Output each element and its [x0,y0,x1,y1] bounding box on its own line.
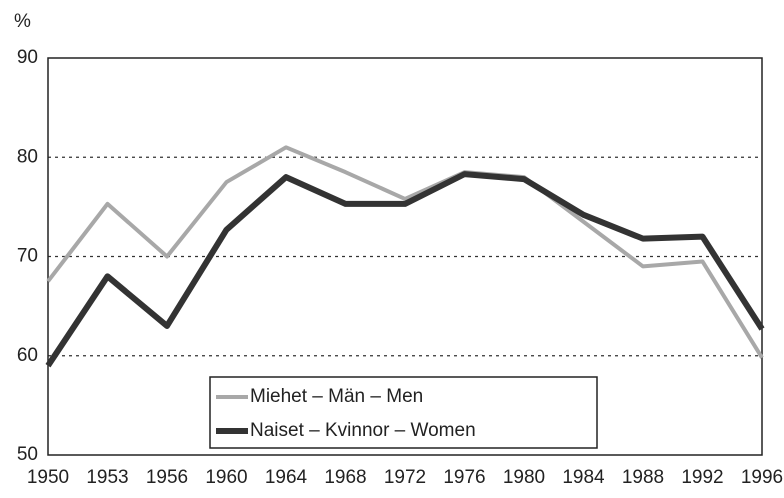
legend-label: Naiset – Kvinnor – Women [250,420,476,441]
plot-frame [47,57,763,456]
x-tick-label: 1968 [324,467,366,488]
x-tick-label: 1992 [681,467,723,488]
y-tick-label: 50 [17,444,38,465]
x-tick-label: 1960 [205,467,247,488]
x-tick-label: 1988 [622,467,664,488]
x-tick-label: 1996 [741,467,783,488]
x-tick-label: 1950 [27,467,69,488]
line-series [45,171,765,368]
x-tick-label: 1972 [384,467,426,488]
y-axis-label: % [14,11,31,32]
x-tick-label: 1964 [265,467,308,488]
x-tick-label: 1980 [503,467,545,488]
y-tick-label: 60 [17,345,38,366]
y-tick-label: 70 [17,246,38,267]
line-series [46,145,764,359]
x-tick-label: 1953 [86,467,128,488]
x-tick-label: 1984 [562,467,605,488]
x-tick-label: 1976 [443,467,485,488]
legend-label: Miehet – Män – Men [250,386,423,407]
x-tick-label: 1956 [146,467,188,488]
legend-box [209,376,598,449]
y-tick-label: 90 [17,47,38,68]
y-tick-label: 80 [17,146,38,167]
